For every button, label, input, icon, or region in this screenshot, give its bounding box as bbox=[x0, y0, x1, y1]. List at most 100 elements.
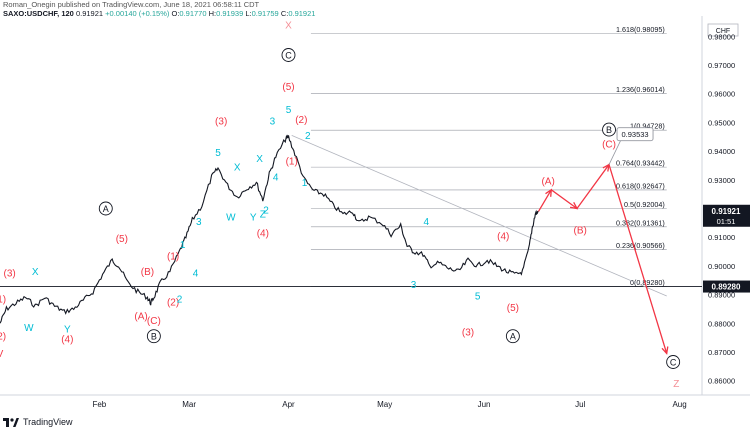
wave-label: (C) bbox=[602, 139, 616, 150]
wave-circle-marker bbox=[505, 329, 520, 344]
callout-text: 0.93533 bbox=[621, 130, 648, 139]
high-value: 0.91939 bbox=[216, 9, 244, 18]
y-tick-label: 0.89000 bbox=[708, 291, 735, 300]
callout-box bbox=[616, 127, 654, 142]
open-key: O: bbox=[171, 9, 180, 18]
close-value: 0.91921 bbox=[288, 9, 316, 18]
last-price-badge bbox=[703, 204, 750, 227]
price-change: +0.00140 (+0.15%) bbox=[105, 9, 170, 18]
wave-label: (3) bbox=[462, 327, 474, 338]
projection-arrowhead bbox=[545, 188, 553, 197]
wave-label: 3 bbox=[270, 116, 276, 127]
fib-level-label: 0.382(0.91361) bbox=[616, 218, 665, 227]
wave-label: (2) bbox=[167, 297, 179, 308]
y-tick-label: 0.86000 bbox=[708, 377, 735, 386]
symbol-label: SAXO:USDCHF, 120 bbox=[3, 9, 74, 18]
y-tick-label: 0.91000 bbox=[708, 233, 735, 242]
tradingview-brand: TradingView bbox=[23, 417, 73, 427]
wave-label: B bbox=[151, 331, 157, 341]
y-tick-label: 0.98000 bbox=[708, 32, 735, 41]
tradingview-footer: TradingView bbox=[3, 417, 73, 427]
wave-label: X bbox=[234, 162, 241, 173]
wave-label: (1) bbox=[0, 294, 6, 305]
price-line bbox=[0, 134, 539, 324]
publish-info: Roman_Onegin published on TradingView.co… bbox=[3, 0, 260, 9]
level-price-value: 0.89280 bbox=[712, 283, 741, 292]
fib-level-label: 0.236(0.90566) bbox=[616, 241, 665, 250]
low-value: 0.91759 bbox=[251, 9, 279, 18]
wave-label: 4 bbox=[273, 172, 279, 183]
wave-label: 5 bbox=[475, 292, 481, 303]
y-tick-label: 0.88000 bbox=[708, 319, 735, 328]
fib-level-label: 1.236(0.96014) bbox=[616, 85, 665, 94]
x-tick-label: May bbox=[377, 400, 392, 409]
wave-label: A bbox=[103, 204, 109, 214]
y-tick-label: 0.94000 bbox=[708, 147, 735, 156]
projection-arrowhead bbox=[602, 163, 610, 172]
wave-label: (A) bbox=[541, 177, 554, 188]
wave-label: (2) bbox=[295, 115, 307, 126]
fib-level-label: 1.618(0.98095) bbox=[616, 25, 665, 34]
wave-label: (5) bbox=[507, 303, 519, 314]
wave-label: 4 bbox=[193, 269, 199, 280]
wave-label: 4 bbox=[424, 217, 430, 228]
wave-label: (2) bbox=[0, 332, 6, 343]
wave-label: B bbox=[606, 125, 612, 135]
wave-label: (3) bbox=[3, 269, 15, 280]
projection-path bbox=[537, 163, 668, 354]
last-price-timer: 01:51 bbox=[717, 217, 736, 226]
wave-label: (4) bbox=[61, 335, 73, 346]
wave-label: (4) bbox=[257, 228, 269, 239]
fib-level-label: 0.618(0.92647) bbox=[616, 181, 665, 190]
x-tick-label: Jun bbox=[478, 400, 491, 409]
wave-label: X bbox=[256, 154, 263, 165]
wave-label: 2 bbox=[305, 131, 311, 142]
wave-label: (3) bbox=[215, 116, 227, 127]
y-tick-label: 0.97000 bbox=[708, 61, 735, 70]
wave-label: 1 bbox=[302, 178, 308, 189]
projection-arrowhead bbox=[569, 201, 579, 210]
wave-label: (1) bbox=[167, 251, 179, 262]
wave-label: C bbox=[285, 50, 292, 60]
wave-label: Z bbox=[260, 210, 266, 221]
currency-label: CHF bbox=[716, 28, 730, 35]
wave-label: 5 bbox=[215, 148, 221, 159]
wave-label: (5) bbox=[282, 82, 294, 93]
projection-arrowhead bbox=[661, 346, 669, 355]
wave-label: X bbox=[32, 267, 39, 278]
close-key: C: bbox=[280, 9, 289, 18]
wave-label: Z bbox=[673, 379, 679, 390]
wave-label: A bbox=[510, 331, 516, 341]
wave-label: 5 bbox=[286, 105, 292, 116]
level-price-badge bbox=[703, 280, 750, 293]
wave-label: (B) bbox=[574, 226, 587, 237]
wave-circle-marker bbox=[281, 48, 296, 62]
callout-pointer bbox=[608, 139, 622, 165]
wave-label: Y bbox=[250, 213, 257, 224]
y-tick-label: 0.90000 bbox=[708, 262, 735, 271]
fib-level-label: 1(0.94728) bbox=[630, 122, 665, 131]
tradingview-logo-icon bbox=[3, 417, 19, 427]
wave-label: W bbox=[24, 323, 34, 334]
y-tick-label: 0.95000 bbox=[708, 118, 735, 127]
chart-header: Roman_Onegin published on TradingView.co… bbox=[3, 0, 315, 18]
currency-box bbox=[707, 23, 739, 37]
x-tick-label: Jul bbox=[575, 400, 585, 409]
last-price: 0.91921 bbox=[75, 9, 104, 18]
symbol-ohlc: SAXO:USDCHF, 120 0.91921 +0.00140 (+0.15… bbox=[3, 9, 315, 18]
x-tick-label: Mar bbox=[182, 400, 196, 409]
wave-label: 3 bbox=[411, 280, 417, 291]
wave-circle-marker bbox=[666, 355, 681, 369]
fib-level-label: 0(0.89280) bbox=[630, 278, 665, 287]
wave-label: (B) bbox=[141, 267, 154, 278]
low-key: L: bbox=[245, 9, 252, 18]
wave-label: 2 bbox=[263, 205, 269, 216]
x-tick-label: Feb bbox=[92, 400, 106, 409]
wave-label: 3 bbox=[196, 217, 202, 228]
wave-label: X bbox=[285, 20, 292, 31]
wave-label: (A) bbox=[134, 312, 147, 323]
wave-circle-marker bbox=[98, 201, 113, 216]
wave-circle-marker bbox=[602, 122, 616, 137]
wave-label: 2 bbox=[177, 294, 183, 305]
